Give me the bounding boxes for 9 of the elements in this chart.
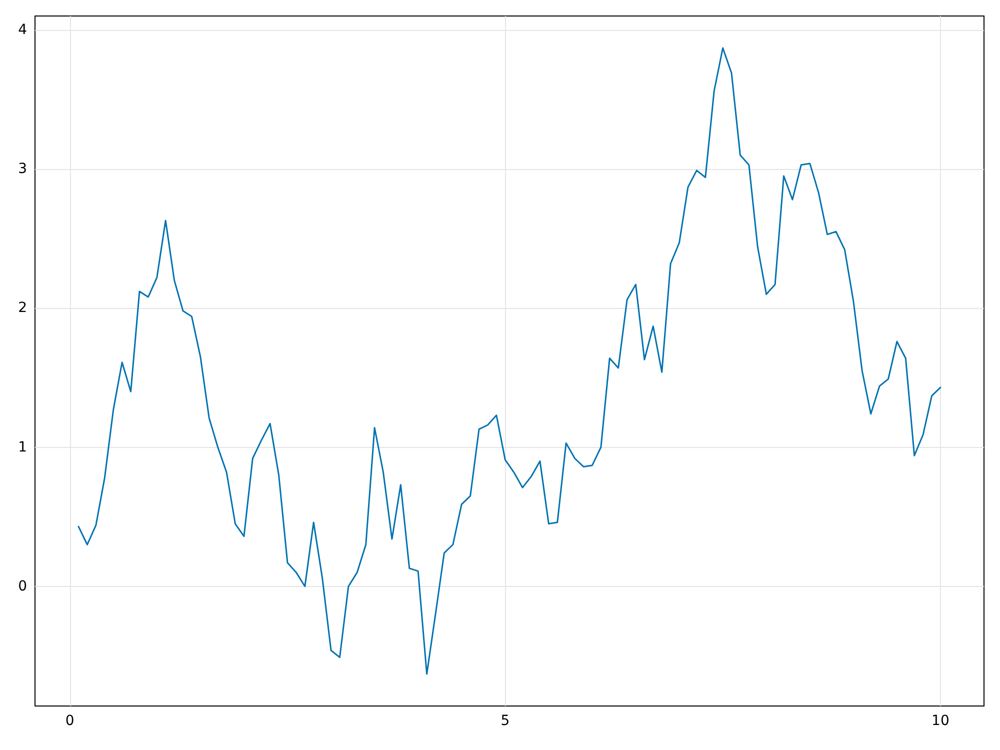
y-tick-label: 0	[18, 578, 27, 594]
x-tick-label: 0	[65, 713, 74, 729]
x-tick-label: 5	[500, 713, 510, 729]
y-tick-label: 4	[18, 22, 28, 38]
y-tick-label: 2	[18, 300, 27, 316]
y-tick-label: 3	[18, 161, 27, 178]
x-tick-label: 10	[932, 713, 950, 729]
line-series	[78, 47, 942, 675]
y-tick-label: 1	[18, 439, 27, 456]
